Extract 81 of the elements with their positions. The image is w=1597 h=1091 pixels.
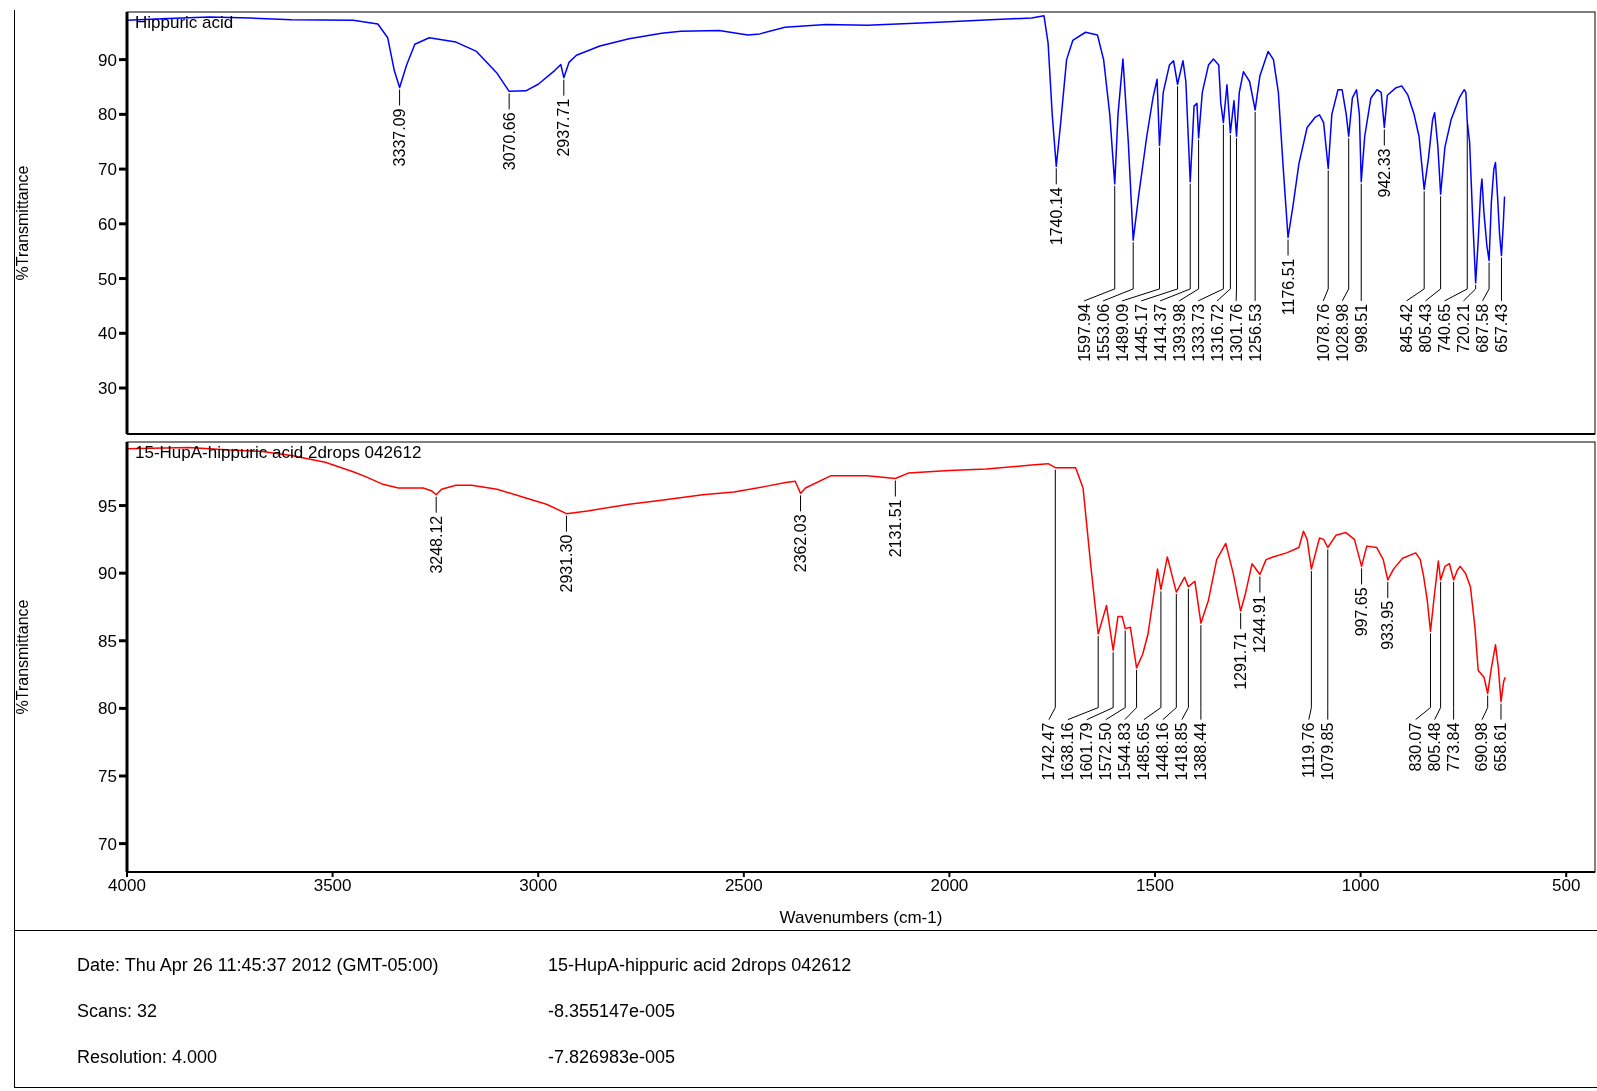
text: -8.355147e-005 bbox=[548, 1001, 676, 1022]
y-tick-label: 60 bbox=[98, 214, 117, 234]
annotation: 1572.50 bbox=[1097, 722, 1115, 781]
annotation: 1256.53 bbox=[1246, 303, 1264, 362]
annotation: 720.21 bbox=[1454, 303, 1472, 353]
annotation: 657.43 bbox=[1492, 303, 1510, 353]
x-tick-label: 2500 bbox=[724, 876, 763, 896]
annotation: 1418.85 bbox=[1173, 722, 1191, 781]
y-tick-label: 70 bbox=[98, 160, 117, 180]
text: Scans: 32 bbox=[77, 1001, 158, 1022]
x-tick-label: 4000 bbox=[108, 876, 146, 896]
annotation: 1544.83 bbox=[1116, 722, 1134, 781]
annotation: 998.51 bbox=[1352, 303, 1370, 353]
annotation: 845.42 bbox=[1397, 303, 1415, 353]
annotation: 1244.91 bbox=[1251, 595, 1269, 654]
y-axis-title: %Transmittance bbox=[13, 599, 31, 715]
text: Date: Thu Apr 26 11:45:37 2012 (GMT-05:00) bbox=[77, 955, 439, 976]
y-tick-label: 70 bbox=[98, 834, 117, 854]
line-series bbox=[127, 446, 1507, 703]
y-tick-label: 90 bbox=[98, 50, 117, 70]
annotation: 1176.51 bbox=[1279, 258, 1297, 316]
annotation: 942.33 bbox=[1375, 148, 1393, 198]
annotation: 1638.16 bbox=[1059, 722, 1077, 781]
text: Resolution: 4.000 bbox=[77, 1047, 218, 1068]
annotation: 2131.51 bbox=[886, 499, 904, 558]
annotation: 1119.76 bbox=[1300, 722, 1318, 779]
y-tick-label: 85 bbox=[98, 631, 117, 651]
annotation: 1388.44 bbox=[1192, 722, 1210, 781]
annotation: 1414.37 bbox=[1151, 303, 1169, 362]
annotation: 1301.76 bbox=[1227, 303, 1245, 362]
y-tick-label: 40 bbox=[98, 324, 117, 344]
annotation: 3337.09 bbox=[391, 108, 409, 167]
annotation: 1028.98 bbox=[1333, 303, 1351, 362]
y-tick-label: 95 bbox=[98, 496, 117, 516]
y-tick-label: 30 bbox=[98, 379, 117, 399]
annotation: 773.84 bbox=[1445, 722, 1463, 772]
text: 15-HupA-hippuric acid 2drops 042612 bbox=[548, 955, 852, 976]
annotation: 1291.71 bbox=[1232, 631, 1250, 690]
annotation: 1393.98 bbox=[1170, 303, 1188, 362]
y-tick-label: 80 bbox=[98, 699, 117, 719]
text: -7.826983e-005 bbox=[548, 1047, 676, 1068]
annotation: 740.65 bbox=[1435, 303, 1453, 353]
y-tick-label: 80 bbox=[98, 105, 117, 125]
annotation: 1316.72 bbox=[1208, 303, 1226, 362]
chart-title: Hippuric acid bbox=[135, 13, 234, 32]
annotation: 2931.30 bbox=[557, 534, 575, 593]
y-axis-title: %Transmittance bbox=[13, 165, 31, 281]
annotation: 805.48 bbox=[1426, 722, 1444, 772]
annotation: 1445.17 bbox=[1132, 303, 1150, 362]
annotation: 1740.14 bbox=[1047, 187, 1065, 246]
annotation: 805.43 bbox=[1416, 303, 1434, 353]
y-tick-label: 75 bbox=[98, 767, 117, 787]
annotation: 1597.94 bbox=[1075, 303, 1093, 362]
annotation: 1742.47 bbox=[1040, 722, 1058, 781]
annotation: 933.95 bbox=[1379, 600, 1397, 650]
annotation: 2937.71 bbox=[555, 98, 573, 157]
annotation: 658.61 bbox=[1492, 722, 1510, 772]
annotation: 830.07 bbox=[1407, 722, 1425, 772]
annotation: 1448.16 bbox=[1154, 722, 1172, 781]
annotation: 997.65 bbox=[1353, 587, 1371, 637]
annotation: 1079.85 bbox=[1319, 722, 1337, 781]
annotation: 1601.79 bbox=[1078, 722, 1096, 781]
x-tick-label: 3000 bbox=[519, 876, 558, 896]
annotation: 1489.09 bbox=[1113, 303, 1131, 362]
annotation: 1078.76 bbox=[1314, 303, 1332, 362]
annotation: 690.98 bbox=[1473, 722, 1491, 772]
y-tick-label: 50 bbox=[98, 269, 117, 289]
annotation: 1553.06 bbox=[1094, 303, 1112, 362]
annotation: 1485.65 bbox=[1135, 722, 1153, 781]
x-tick-label: 1500 bbox=[1136, 876, 1174, 896]
annotation: 3070.66 bbox=[500, 112, 518, 171]
x-tick-label: 2000 bbox=[930, 876, 969, 896]
x-axis-title: Wavenumbers (cm-1) bbox=[779, 908, 943, 927]
annotation: 687.58 bbox=[1473, 303, 1491, 353]
annotation: 2362.03 bbox=[792, 514, 810, 573]
x-tick-label: 1000 bbox=[1341, 876, 1380, 896]
y-tick-label: 90 bbox=[98, 564, 117, 584]
x-tick-label: 3500 bbox=[313, 876, 352, 896]
annotation: 3248.12 bbox=[427, 515, 445, 574]
annotation: 1333.73 bbox=[1189, 303, 1207, 362]
x-tick-label: 500 bbox=[1552, 876, 1581, 896]
